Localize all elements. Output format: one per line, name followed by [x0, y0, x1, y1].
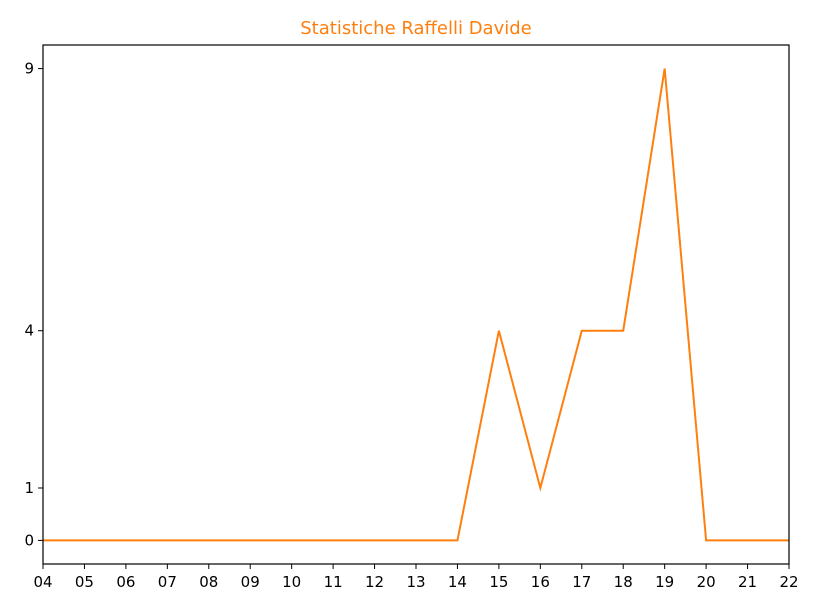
y-tick-label: 0: [24, 531, 34, 549]
x-tick-label: 07: [158, 573, 177, 591]
x-tick-label: 15: [489, 573, 508, 591]
x-tick-label: 12: [365, 573, 384, 591]
x-tick-label: 21: [738, 573, 757, 591]
x-tick-label: 16: [531, 573, 550, 591]
x-tick-label: 19: [655, 573, 674, 591]
x-tick-label: 22: [779, 573, 798, 591]
y-tick-label: 9: [24, 60, 34, 78]
x-tick-label: 14: [448, 573, 467, 591]
x-tick-label: 17: [572, 573, 591, 591]
x-tick-label: 08: [199, 573, 218, 591]
x-tick-label: 18: [614, 573, 633, 591]
x-tick-label: 13: [406, 573, 425, 591]
x-tick-label: 06: [116, 573, 135, 591]
plot-area: [43, 68, 789, 542]
x-axis: 04 05 06 07 08 09 10 11 12 13 14 15 16 17 18 19 20 21 22: [33, 564, 799, 591]
x-tick-label: 10: [282, 573, 301, 591]
x-tick-label: 05: [75, 573, 94, 591]
x-tick-label: 20: [697, 573, 716, 591]
y-axis: 0 1 4 9: [24, 60, 43, 549]
x-tick-label: 04: [33, 573, 52, 591]
y-tick-label: 4: [24, 322, 34, 340]
y-tick-label: 1: [24, 479, 34, 497]
series-line: [43, 68, 789, 542]
plot-frame: [42, 44, 790, 565]
chart-title: Statistiche Raffelli Davide: [300, 18, 532, 39]
x-tick-label: 11: [324, 573, 343, 591]
x-tick-label: 09: [241, 573, 260, 591]
